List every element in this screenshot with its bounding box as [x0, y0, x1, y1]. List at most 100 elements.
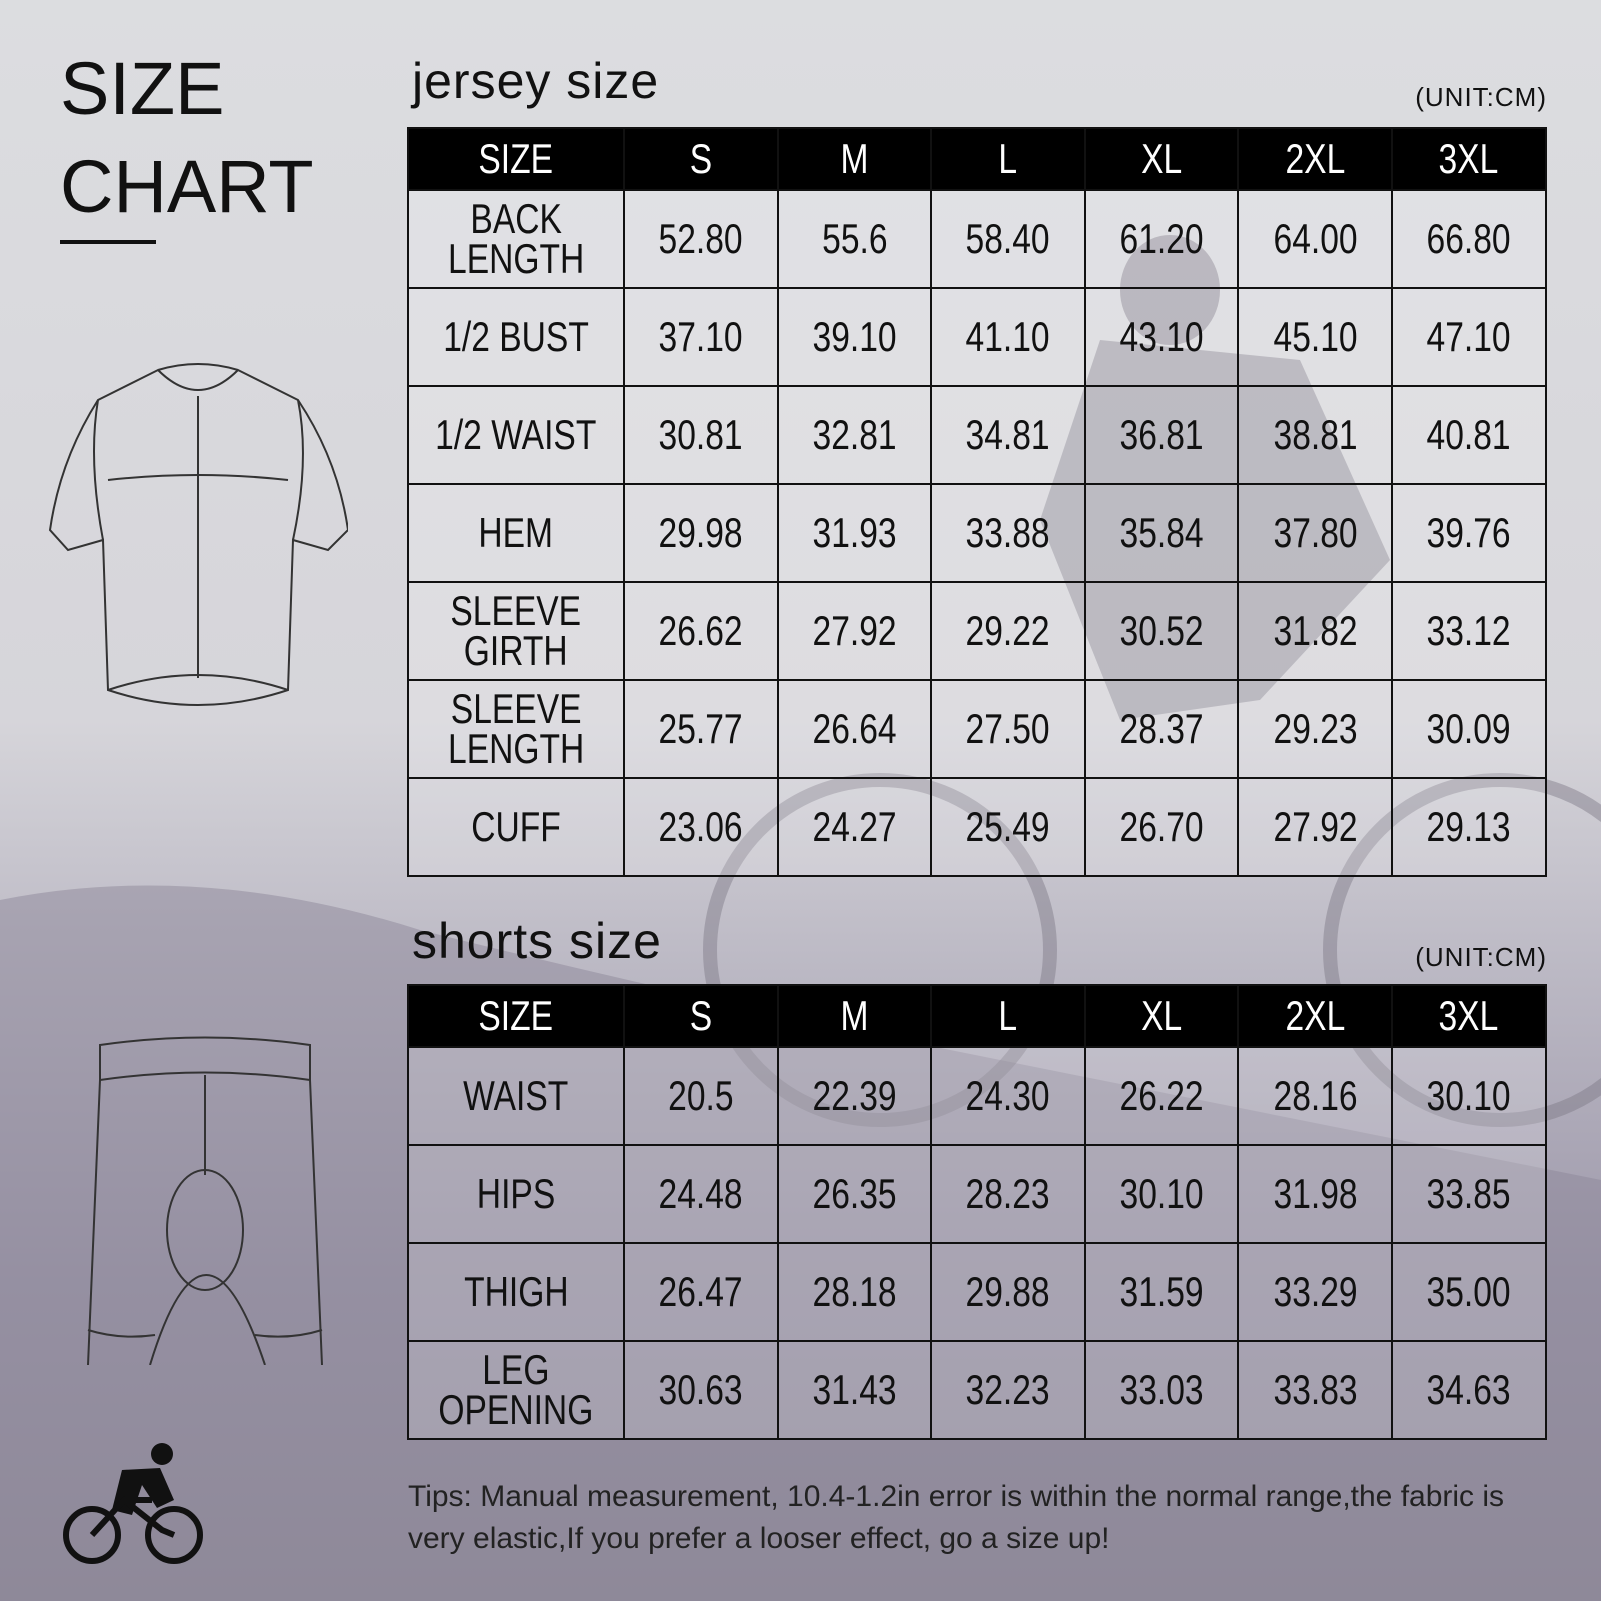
cell: 34.81: [930, 385, 1086, 485]
cell-text: 28.23: [965, 1170, 1051, 1217]
row: 1/2 WAIST 30.81 32.81 34.81 36.81 38.81 40.81: [407, 385, 1547, 485]
label-text: 1/2 WAIST: [435, 411, 597, 458]
cell: 29.22: [930, 581, 1086, 681]
row: HEM 29.98 31.93 33.88 35.84 37.80 39.76: [407, 483, 1547, 583]
cell: 27.50: [930, 679, 1086, 779]
cell-text: 31.82: [1273, 607, 1358, 654]
header-cell: 3XL: [1390, 127, 1547, 191]
cell: 30.63: [623, 1340, 779, 1440]
cell-text: 61.20: [1119, 215, 1204, 262]
cell: 24.27: [776, 777, 933, 877]
cell-text: 24.27: [812, 803, 897, 850]
cell-text: 31.59: [1119, 1268, 1204, 1315]
cell: 33.12: [1390, 581, 1547, 681]
header-text: 2XL: [1285, 992, 1346, 1039]
header-cell: XL: [1083, 127, 1240, 191]
row-label: 1/2 BUST: [407, 287, 625, 387]
unit-label: (UNIT:CM): [1415, 82, 1547, 112]
label-text: 1/2 BUST: [443, 313, 589, 360]
header-text: SIZE: [478, 992, 554, 1039]
header-text: 3XL: [1438, 992, 1499, 1039]
cell-text: 30.10: [1119, 1170, 1204, 1217]
cell: 43.10: [1083, 287, 1240, 387]
size-table: SIZE S M L XL 2XL 3XL BACK LENGTH 52.80 55.6 58.40…: [407, 127, 1547, 877]
row-label: HEM: [407, 483, 625, 583]
header-row: SIZE S M L XL 2XL 3XL: [407, 984, 1547, 1048]
header-cell: SIZE: [407, 984, 625, 1048]
row: CUFF 23.06 24.27 25.49 26.70 27.92 29.13: [407, 777, 1547, 877]
cell-text: 20.5: [668, 1072, 734, 1119]
title-line: SIZE: [60, 47, 225, 130]
cell: 32.23: [930, 1340, 1086, 1440]
header-cell: SIZE: [407, 127, 625, 191]
cell: 47.10: [1390, 287, 1547, 387]
header-text: XL: [1141, 135, 1183, 182]
header-text: SIZE: [478, 135, 554, 182]
cell: 52.80: [623, 189, 779, 289]
tips: Tips: Manual measurement, 10.4-1.2in err…: [408, 1480, 1505, 1555]
table-title: shorts size: [412, 913, 662, 969]
cell: 26.70: [1083, 777, 1240, 877]
cell: 37.80: [1237, 483, 1393, 583]
cell-text: 39.76: [1426, 509, 1511, 556]
cell-text: 35.84: [1119, 509, 1204, 556]
header-text: XL: [1141, 992, 1183, 1039]
unit-label: (UNIT:CM): [1415, 942, 1547, 972]
table-title: jersey size: [412, 53, 660, 109]
cell: 29.88: [930, 1242, 1086, 1342]
row: SLEEVE LENGTH 25.77 26.64 27.50 28.37 29.23 30…: [407, 679, 1547, 779]
cell-text: 25.49: [965, 803, 1051, 850]
row-label: HIPS: [407, 1144, 625, 1244]
cell-text: 26.47: [658, 1268, 743, 1315]
cell-text: 27.50: [965, 705, 1051, 752]
cell: 35.00: [1390, 1242, 1547, 1342]
cell-text: 34.81: [965, 411, 1051, 458]
label-text: LEG OPENING: [438, 1346, 594, 1433]
cell-text: 27.92: [812, 607, 897, 654]
cell-text: 41.10: [965, 313, 1051, 360]
cell: 29.98: [623, 483, 779, 583]
header-cell: XL: [1083, 984, 1240, 1048]
cell-text: 33.88: [965, 509, 1051, 556]
cell-text: 26.70: [1119, 803, 1204, 850]
cell-text: 24.48: [658, 1170, 743, 1217]
cell-text: 29.88: [965, 1268, 1051, 1315]
row: SLEEVE GIRTH 26.62 27.92 29.22 30.52 31.82 33.…: [407, 581, 1547, 681]
cell-text: 28.16: [1273, 1072, 1358, 1119]
cell-text: 37.10: [658, 313, 743, 360]
row-label: SLEEVE GIRTH: [407, 581, 625, 681]
row: THIGH 26.47 28.18 29.88 31.59 33.29 35.00: [407, 1242, 1547, 1342]
row-label: WAIST: [407, 1046, 625, 1146]
cell: 24.48: [623, 1144, 779, 1244]
cell: 27.92: [776, 581, 933, 681]
cell: 29.13: [1390, 777, 1547, 877]
cell-text: 34.63: [1426, 1366, 1511, 1413]
cell: 55.6: [776, 189, 933, 289]
cell-text: 33.85: [1426, 1170, 1511, 1217]
row: 1/2 BUST 37.10 39.10 41.10 43.10 45.10 47.10: [407, 287, 1547, 387]
title-line: CHART: [60, 145, 314, 228]
row: WAIST 20.5 22.39 24.30 26.22 28.16 30.10: [407, 1046, 1547, 1146]
header-cell: S: [623, 127, 779, 191]
label-text: THIGH: [463, 1268, 569, 1315]
cell-text: 66.80: [1426, 215, 1511, 262]
cell-text: 55.6: [821, 215, 888, 262]
cell: 66.80: [1390, 189, 1547, 289]
cell: 28.16: [1237, 1046, 1393, 1146]
cell: 27.92: [1237, 777, 1393, 877]
cell: 30.09: [1390, 679, 1547, 779]
header-cell: L: [930, 984, 1086, 1048]
cell: 35.84: [1083, 483, 1240, 583]
cell: 28.18: [776, 1242, 933, 1342]
header-text: M: [840, 135, 869, 182]
cell-text: 28.18: [812, 1268, 897, 1315]
cell: 30.52: [1083, 581, 1240, 681]
cell-text: 40.81: [1426, 411, 1511, 458]
label-text: WAIST: [463, 1072, 569, 1119]
header-cell: 3XL: [1390, 984, 1547, 1048]
cell: 36.81: [1083, 385, 1240, 485]
row: BACK LENGTH 52.80 55.6 58.40 61.20 64.00 66.80: [407, 189, 1547, 289]
cell-text: 22.39: [812, 1072, 897, 1119]
cell: 34.63: [1390, 1340, 1547, 1440]
cell: 25.49: [930, 777, 1086, 877]
